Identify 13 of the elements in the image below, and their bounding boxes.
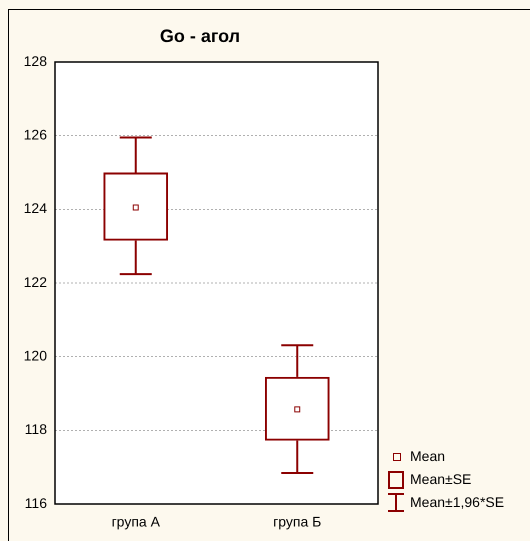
y-tick-label: 120 <box>24 348 48 364</box>
x-tick-label: група А <box>112 513 161 530</box>
text: Mean±1,96*SE <box>410 494 504 510</box>
text: Mean <box>410 448 446 464</box>
y-tick-label: 128 <box>24 52 48 69</box>
chart-title: Go - агол <box>160 26 240 46</box>
y-tick-label: 116 <box>24 494 48 511</box>
text: Mean±SE <box>410 470 472 487</box>
x-tick-label: група Б <box>273 513 322 530</box>
y-tick-label: 126 <box>24 126 48 143</box>
y-tick-label: 124 <box>24 200 48 216</box>
y-tick-label: 118 <box>24 421 48 438</box>
y-tick-label: 122 <box>24 274 48 290</box>
